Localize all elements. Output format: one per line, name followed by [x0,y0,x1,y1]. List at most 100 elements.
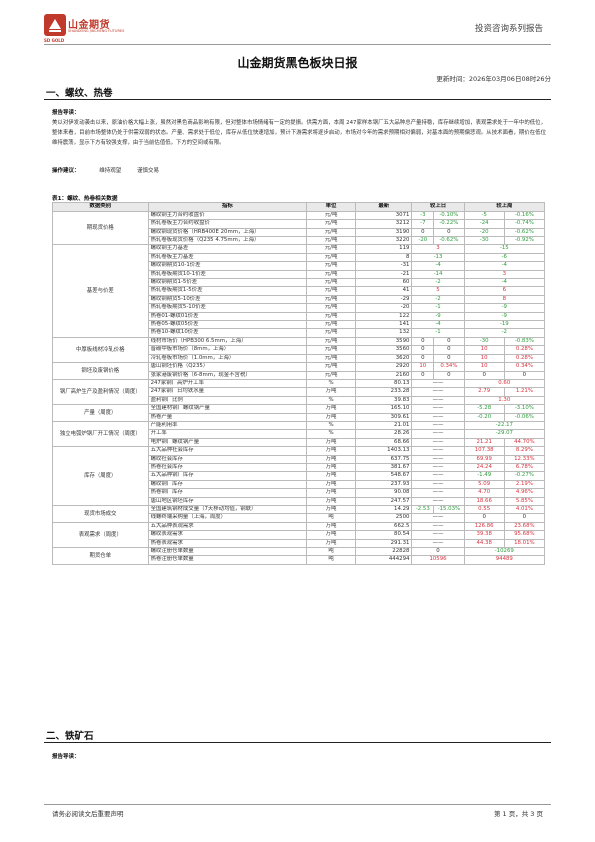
unit-cell: 元/吨 [306,362,356,372]
day-change-cell: —— [411,538,465,549]
indicator-cell: 热轧卷板期货5-10价差 [147,303,308,313]
latest-value-cell: 8 [354,252,413,263]
indicator-cell: 开工率 [147,429,308,439]
week-change-cell: 0 [463,370,505,380]
day-change-cell: —— [411,378,465,389]
data-table: 数据类别 指标 单位 最新 较上日 较上周 期现货价格 螺纹钢主力合约收盘价 元/吨… [52,202,546,565]
week-change-pct-cell: 4.96% [503,488,546,498]
suggest-text-2: 谨慎交易 [137,168,160,174]
week-change-cell: 107.38 [463,446,505,456]
unit-cell: 元/吨 [306,303,356,313]
header-category: 数据类别 [52,202,149,212]
week-change-cell: 18.66 [463,496,505,507]
latest-value-cell: 41 [354,286,413,296]
latest-value-cell: 3190 [354,227,413,238]
unit-cell: 万吨 [306,387,356,397]
unit-cell: 元/吨 [306,294,356,305]
day-change-pct-cell: 0 [433,336,465,347]
latest-value-cell: 3220 [354,235,413,246]
week-change-pct-cell: -0.16% [503,210,546,221]
update-time: 更新时间：2026年03月06日08时26分 [436,75,551,83]
day-change-cell: —— [411,488,465,498]
table-row: 电炉钢厂螺纹钢产量 万吨 68.66 —— 21.21 44.70% [53,437,546,448]
day-change-pct-cell: 0 [433,370,465,380]
day-change-cell: -14 [411,269,465,280]
indicator-cell: 普碳中板市场价（8mm，上海） [147,345,308,355]
table-row: 普碳中板市场价（8mm，上海） 元/吨 3560 0 0 10 0.28% [53,345,546,355]
day-change-cell: 3 [411,244,465,254]
indicator-cell: 冷轧卷板市场价（1.0mm，上海） [147,353,308,364]
week-change-pct-cell: -0.83% [503,336,546,347]
day-change-cell: -4 [411,320,465,330]
header-latest: 最新 [354,202,413,212]
day-change-cell: -1 [411,303,465,313]
category-cell: 独立电弧炉钢厂开工情况（周度） [52,420,149,448]
unit-cell: 吨 [306,547,356,557]
week-change-cell: 8 [463,294,546,305]
day-change-pct-cell: 0 [433,353,465,364]
indicator-cell: 247家钢厂高炉开工率 [147,378,308,389]
table-row: 热卷05-螺纹05价差 元/吨 141 -4 -19 [53,320,546,330]
latest-value-cell: 548.67 [354,471,413,481]
unit-cell: 万吨 [306,471,356,481]
table-row: 热卷产量 万吨 309.61 —— -0.20 -0.06% [53,412,546,422]
week-change-cell: -20 [463,227,505,238]
table-row: 现货市场成交 全国建筑钢材成交量（7天移动均值，钢联） 万吨 14.29 -2.53 -1… [52,504,546,523]
page-title: 山金期货黑色板块日报 [237,56,358,70]
day-change-cell: -2 [411,278,465,288]
day-change-cell: 0 [411,353,435,364]
table-row: 螺纹表观需求 万吨 80.54 —— 39.38 95.68% [53,530,546,540]
day-change-cell: —— [411,446,465,456]
day-change-cell: -2.53 [411,504,435,515]
indicator-cell: 螺纹表观需求 [147,530,308,540]
unit-cell: 万吨 [306,530,356,540]
latest-value-cell: 132 [354,328,413,338]
week-change-cell: 126.86 [463,521,505,532]
day-change-cell: —— [411,387,465,397]
indicator-cell: 热轧卷板期货10-1价差 [147,269,308,280]
unit-cell: 元/吨 [306,235,356,246]
week-change-cell: 39.38 [463,530,505,540]
day-change-cell: —— [411,530,465,540]
latest-value-cell: -20 [354,303,413,313]
week-change-pct-cell: 95.68% [503,530,546,540]
latest-value-cell: 2160 [354,370,413,380]
latest-value-cell: 237.93 [354,479,413,490]
unit-cell: 元/吨 [306,210,356,221]
week-change-cell: -1.49 [463,471,505,481]
day-change-cell: 0 [411,345,435,355]
indicator-cell: 热卷01-螺纹01价差 [147,311,308,322]
category-cell: 期货仓单 [52,547,149,565]
table-row: 热卷注册仓单数量吨 444294 10596 94489 [53,555,546,565]
latest-value-cell: 637.75 [354,454,413,465]
day-change-pct-cell: -0.10% [433,210,465,221]
unit-cell: 万吨 [306,521,356,532]
table-row: 冷轧卷板市场价（1.0mm，上海） 元/吨 3620 0 0 10 0.28% [53,353,546,364]
day-change-pct-cell: 0 [433,227,465,238]
week-change-pct-cell: 0 [503,370,546,380]
table-row: 热卷社会库存 万吨 381.67 —— 24.24 6.78% [53,462,546,473]
week-change-cell: 94489 [463,555,546,565]
unit-cell: 元/吨 [306,328,356,338]
unit-cell: 万吨 [306,496,356,507]
week-change-pct-cell: 0.28% [503,353,546,364]
week-change-pct-cell: -0.62% [503,227,546,238]
unit-cell: % [306,429,356,439]
week-change-pct-cell: 6.78% [503,462,546,473]
week-change-pct-cell: 23.68% [503,521,546,532]
category-cell: 表观需求（周度） [52,521,149,549]
week-change-cell: 44.38 [463,538,505,549]
report-series: 投资咨询系列报告 [474,24,543,34]
week-change-cell: -30 [463,336,505,347]
unit-cell: 吨 [306,555,356,565]
latest-value-cell: 444294 [354,555,413,565]
week-change-cell: -19 [463,320,546,330]
header-vs-prev-day: 较上日 [411,202,465,212]
week-change-cell: 10 [463,362,505,372]
week-change-cell: -6 [463,252,546,263]
week-change-cell: 0.55 [463,504,505,515]
indicator-cell: 产能利用率 [147,420,308,431]
week-change-cell: 0 [463,513,505,523]
indicator-cell: 盈利钢厂比例 [147,395,308,406]
week-change-cell: 5.09 [463,479,505,490]
